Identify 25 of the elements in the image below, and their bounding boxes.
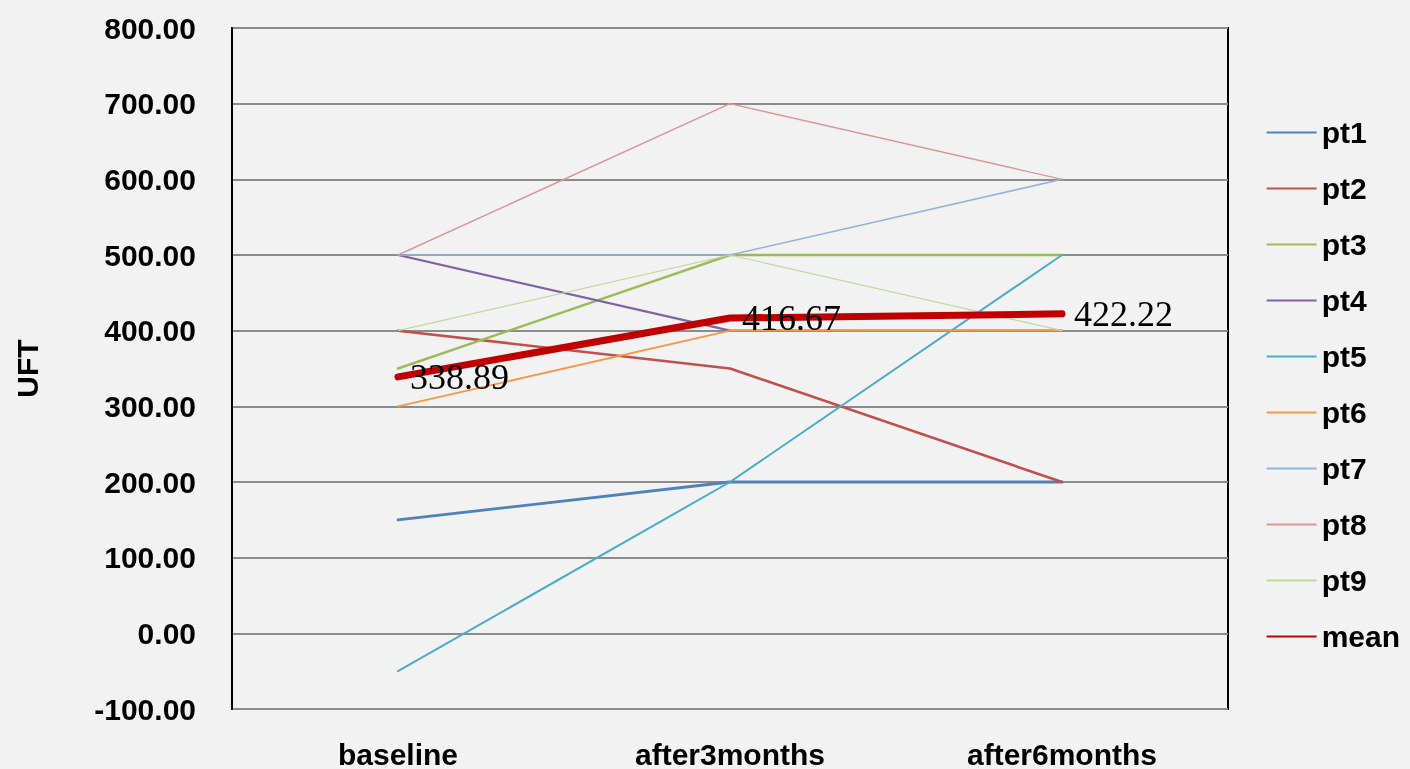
- legend-label: pt8: [1321, 508, 1367, 541]
- y-tick-label: 500.00: [104, 238, 196, 272]
- legend-label: mean: [1321, 620, 1401, 653]
- legend-label: pt2: [1321, 172, 1367, 205]
- y-tick-label: 400.00: [104, 314, 196, 348]
- y-tick-label: 0.00: [137, 616, 196, 650]
- y-tick-label: 600.00: [104, 162, 196, 196]
- data-label: 422.22: [1074, 293, 1173, 334]
- y-tick-label: 700.00: [104, 87, 196, 121]
- y-axis-title: UFT: [10, 339, 44, 398]
- y-tick-label: -100.00: [94, 692, 196, 726]
- legend-label: pt7: [1321, 452, 1367, 485]
- legend-label: pt9: [1321, 564, 1367, 597]
- legend-label: pt6: [1321, 396, 1367, 429]
- legend-label: pt1: [1321, 116, 1367, 149]
- legend-label: pt3: [1321, 228, 1367, 261]
- x-tick-label: after3months: [634, 737, 826, 769]
- y-tick-label: 100.00: [104, 541, 196, 575]
- legend-label: pt4: [1321, 284, 1367, 317]
- y-tick-label: 200.00: [104, 465, 196, 499]
- legend-label: pt5: [1321, 340, 1367, 373]
- y-tick-label: 800.00: [104, 11, 196, 45]
- y-tick-label: 300.00: [104, 389, 196, 423]
- x-tick-label: after6months: [966, 737, 1158, 769]
- x-tick-label: baseline: [337, 737, 459, 769]
